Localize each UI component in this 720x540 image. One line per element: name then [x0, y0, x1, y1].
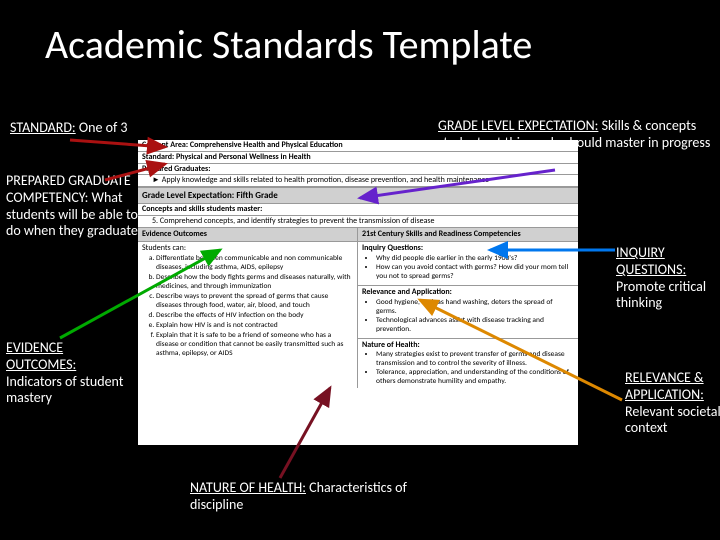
anno-relevance-label: RELEVANCE & APPLICATION:	[625, 370, 720, 404]
doc-prepared-item: ► Apply knowledge and skills related to …	[138, 175, 578, 187]
anno-evidence: EVIDENCE OUTCOMES: Indicators of student…	[6, 340, 136, 407]
list-item: Technological advances assist with disea…	[376, 316, 574, 334]
anno-inquiry: INQUIRY QUESTIONS: Promote critical thin…	[616, 245, 720, 312]
list-item: Explain that it is safe to be a friend o…	[156, 331, 353, 358]
doc-evidence-col: Students can: Differentiate between comm…	[138, 242, 358, 388]
list-item: Explain how HIV is and is not contracted	[156, 321, 353, 330]
anno-standard-label: STANDARD:	[10, 119, 76, 136]
anno-inquiry-body: Promote critical thinking	[616, 279, 720, 313]
doc-concepts-item: 5. Comprehend concepts, and identify str…	[138, 216, 578, 228]
doc-right-col: Inquiry Questions: Why did people die ea…	[358, 242, 578, 388]
doc-concepts-label: Concepts and skills students master:	[138, 204, 578, 216]
anno-prepared: PREPARED GRADUATE COMPETENCY: What stude…	[6, 173, 142, 240]
list-item: Differentiate between communicable and n…	[156, 254, 353, 272]
anno-evidence-body: Indicators of student mastery	[6, 374, 136, 408]
doc-evidence-header: Evidence Outcomes	[142, 229, 207, 239]
anno-evidence-label: EVIDENCE OUTCOMES:	[6, 340, 136, 374]
anno-relevance-body: Relevant societal context	[625, 404, 720, 438]
doc-gle-bar: Grade Level Expectation: Fifth Grade	[138, 187, 578, 204]
list-item: Tolerance, appreciation, and understandi…	[376, 368, 574, 386]
anno-gle-label: GRADE LEVEL EXPECTATION:	[438, 117, 598, 134]
list-item: How can you avoid contact with germs? Ho…	[376, 263, 574, 281]
anno-prepared-label: PREPARED	[6, 172, 65, 189]
doc-century-header: 21st Century Skills and Readiness Compet…	[362, 229, 521, 239]
anno-nature: NATURE OF HEALTH: Characteristics of dis…	[190, 480, 450, 514]
doc-prepared: Prepared Graduates:	[138, 164, 578, 176]
anno-nature-label: NATURE OF HEALTH:	[190, 479, 306, 496]
doc-standard: Standard: Physical and Personal Wellness…	[138, 152, 578, 164]
anno-standard-body: One of 3	[79, 119, 128, 136]
template-document: Content Area: Comprehensive Health and P…	[138, 140, 578, 445]
list-item: Describe how the body fights germs and d…	[156, 273, 353, 291]
list-item: Good hygiene, such as hand washing, dete…	[376, 298, 574, 316]
anno-standard: STANDARD: One of 3	[10, 120, 130, 137]
anno-relevance: RELEVANCE & APPLICATION: Relevant societ…	[625, 370, 720, 437]
list-item: Describe the effects of HIV infection on…	[156, 311, 353, 320]
list-item: Many strategies exist to prevent transfe…	[376, 350, 574, 368]
list-item: Describe ways to prevent the spread of g…	[156, 292, 353, 310]
doc-content-area: Content Area: Comprehensive Health and P…	[138, 140, 578, 152]
list-item: Why did people die earlier in the early …	[376, 254, 574, 263]
page-title: Academic Standards Template	[45, 20, 532, 69]
anno-inquiry-label: INQUIRY QUESTIONS:	[616, 245, 720, 279]
